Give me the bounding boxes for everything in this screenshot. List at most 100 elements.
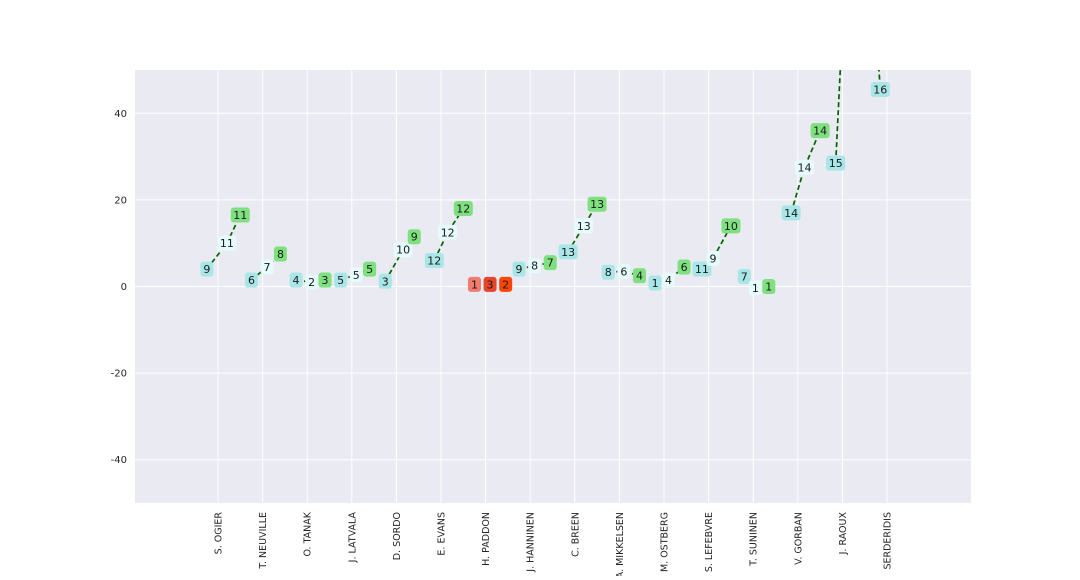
point-label: 5 — [366, 263, 373, 276]
point-label-box — [467, 276, 481, 292]
point-label: 9 — [516, 263, 523, 276]
x-tick-label: SERDERIDIS — [883, 512, 894, 570]
x-tick-label: C. BREEN — [570, 512, 581, 557]
x-tick-label: H. PADDON — [481, 512, 492, 566]
point-label-box — [393, 242, 413, 258]
point-label: 8 — [531, 260, 538, 273]
point-label-box — [794, 159, 814, 175]
series-line — [834, 70, 842, 164]
point-label: 3 — [487, 278, 494, 291]
point-label-box — [318, 272, 332, 288]
point-label-box — [273, 246, 287, 262]
point-label: 9 — [710, 252, 717, 265]
point-label: 2 — [502, 278, 509, 291]
point-label: 9 — [411, 231, 418, 244]
series-line — [790, 130, 821, 214]
x-tick-label: J. RAOUX — [838, 512, 849, 556]
point-label: 2 — [308, 276, 315, 289]
y-axis-ticks: -40 -20 0 20 40 — [111, 109, 127, 466]
point-label: 10 — [724, 220, 738, 233]
point-label: 12 — [456, 203, 470, 216]
grid — [135, 70, 971, 503]
point-label: 12 — [441, 226, 455, 239]
x-tick-label: S. OGIER — [214, 512, 225, 555]
point-label-box — [217, 235, 237, 251]
point-label: 4 — [665, 274, 672, 287]
x-tick-label: J. HANNINEN — [526, 512, 537, 573]
series-line — [878, 70, 882, 90]
point-label: 14 — [813, 125, 827, 138]
series-line — [433, 208, 465, 261]
point-label: 11 — [220, 237, 234, 250]
x-tick-label: T. SUNINEN — [749, 512, 760, 567]
point-label: 4 — [636, 270, 643, 283]
x-tick-label: J. LATVALA — [347, 512, 358, 564]
point-label-box — [453, 201, 473, 217]
point-label-box — [762, 279, 776, 294]
point-label-box — [543, 255, 557, 271]
point-label: 7 — [264, 261, 271, 274]
point-label-box — [706, 250, 720, 266]
y-tick-label: 0 — [121, 282, 127, 293]
point-label-box — [334, 272, 348, 288]
point-label-box — [587, 196, 607, 212]
point-label-box — [692, 261, 712, 277]
point-label-box — [349, 267, 363, 283]
point-label: 5 — [353, 269, 360, 282]
point-label: 11 — [233, 209, 247, 222]
point-label: 4 — [293, 274, 300, 287]
point-label-box — [407, 229, 421, 245]
point-label-box — [632, 268, 646, 284]
point-label-box — [305, 274, 319, 290]
point-label: 13 — [561, 246, 575, 259]
point-label: 14 — [797, 161, 811, 174]
x-tick-label: D. SORDO — [392, 512, 403, 560]
point-label: 15 — [829, 157, 843, 170]
point-label: 1 — [471, 278, 478, 291]
point-label-box — [558, 244, 578, 260]
point-label-box — [721, 218, 741, 234]
series-line — [701, 225, 732, 270]
point-label-box — [870, 81, 890, 97]
point-label-box — [528, 258, 542, 274]
point-label: 8 — [277, 248, 284, 261]
x-tick-label: V. GORBAN — [793, 512, 804, 565]
point-label: 16 — [873, 83, 887, 96]
x-axis-ticks: S. OGIER T. NEUVILLE O. TANAK J. LATVALA D. … — [214, 511, 894, 578]
x-tick-label: T. NEUVILLE — [258, 512, 269, 570]
point-label-box — [424, 253, 444, 269]
point-label: 3 — [382, 275, 389, 288]
point-label-box — [200, 261, 214, 277]
x-tick-label: S. LEFEBVRE — [704, 512, 715, 572]
x-tick-label: E. EVANS — [437, 512, 448, 556]
point-label-box — [244, 272, 258, 288]
y-tick-label: 40 — [114, 109, 127, 120]
point-label: 9 — [203, 263, 210, 276]
point-label-box — [363, 261, 377, 277]
point-label: 6 — [681, 261, 688, 274]
y-tick-label: -40 — [111, 455, 127, 466]
point-label: 1 — [752, 282, 759, 295]
point-label: 6 — [248, 274, 255, 287]
point-label-box — [748, 280, 762, 296]
point-label-box — [617, 263, 631, 279]
point-label: 7 — [741, 271, 748, 284]
point-label-box — [230, 207, 250, 223]
point-label: 3 — [322, 274, 329, 287]
y-tick-label: -20 — [111, 369, 127, 380]
point-label-box — [378, 273, 392, 289]
point-label: 10 — [396, 244, 410, 257]
point-label: 8 — [605, 266, 612, 279]
point-label-box — [661, 272, 675, 288]
point-label-box — [260, 259, 274, 275]
point-label-box — [648, 275, 662, 291]
point-label-box — [483, 276, 497, 292]
point-label-box — [826, 155, 846, 171]
point-label: 5 — [337, 274, 344, 287]
point-label-box — [289, 272, 303, 288]
x-tick-label: A. MIKKELSEN — [615, 512, 626, 576]
point-label-box — [512, 261, 526, 277]
point-label-box — [781, 205, 801, 221]
